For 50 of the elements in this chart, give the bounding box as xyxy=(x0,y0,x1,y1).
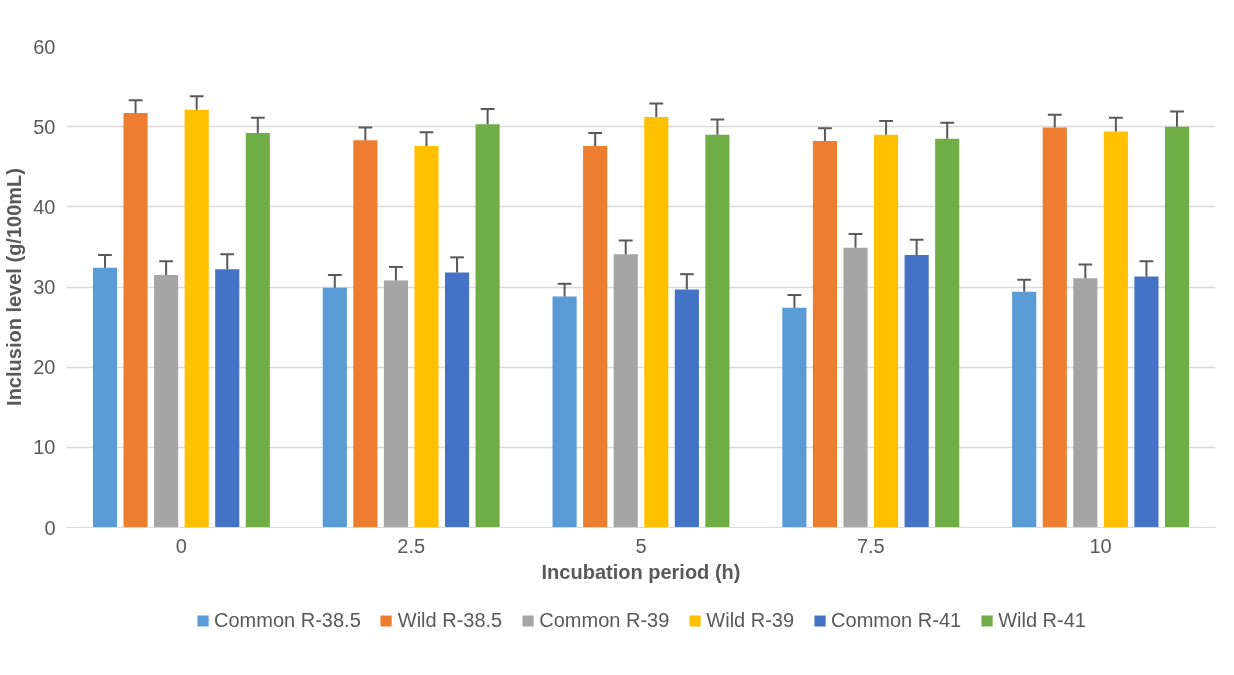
bar xyxy=(383,280,408,528)
bar xyxy=(353,140,378,528)
bar xyxy=(414,145,439,528)
legend-label: Common R-38.5 xyxy=(214,608,361,632)
bar xyxy=(444,272,470,528)
bar xyxy=(154,274,179,528)
bar xyxy=(644,117,669,528)
y-tick-label: 10 xyxy=(33,436,56,459)
bar xyxy=(674,289,699,528)
y-tick-label: 30 xyxy=(33,276,56,298)
y-axis-title: Inclusion level (g/100mL) xyxy=(3,168,26,406)
bar xyxy=(215,269,240,528)
legend-label: Common R-39 xyxy=(539,608,670,632)
bar xyxy=(1073,278,1098,528)
bar xyxy=(1103,131,1128,528)
bar xyxy=(904,254,929,528)
bar xyxy=(613,254,638,528)
y-tick-label: 50 xyxy=(33,115,56,138)
y-tick-label: 40 xyxy=(33,195,56,218)
bar xyxy=(843,247,868,528)
bar xyxy=(583,145,608,528)
bar xyxy=(1042,127,1067,528)
bar xyxy=(552,296,577,528)
bar xyxy=(322,287,347,528)
y-tick-label: 0 xyxy=(44,516,56,539)
bar xyxy=(782,307,807,528)
x-tick-label: 0 xyxy=(175,534,187,557)
x-tick-label: 2.5 xyxy=(397,534,426,557)
bar xyxy=(705,134,730,528)
bar xyxy=(92,267,118,528)
y-tick-label: 60 xyxy=(33,35,56,58)
bar xyxy=(1134,276,1159,528)
bar xyxy=(1164,126,1190,528)
legend-label: Wild R-38.5 xyxy=(397,608,503,632)
bar xyxy=(935,138,960,528)
x-tick-label: 5 xyxy=(635,534,647,557)
legend-label: Wild R-41 xyxy=(998,608,1086,632)
bar xyxy=(1012,291,1037,528)
x-tick-label: 7.5 xyxy=(856,534,885,557)
y-tick-label: 20 xyxy=(33,356,56,379)
legend-label: Wild R-39 xyxy=(706,608,795,632)
x-axis-title: Incubation period (h) xyxy=(541,560,741,583)
x-tick-label: 10 xyxy=(1089,534,1112,557)
bar xyxy=(184,109,209,528)
bar xyxy=(874,134,899,528)
bar xyxy=(475,124,500,528)
legend-label: Common R-41 xyxy=(831,608,962,632)
bar xyxy=(123,113,148,528)
bar xyxy=(245,133,270,528)
bar xyxy=(812,141,838,528)
